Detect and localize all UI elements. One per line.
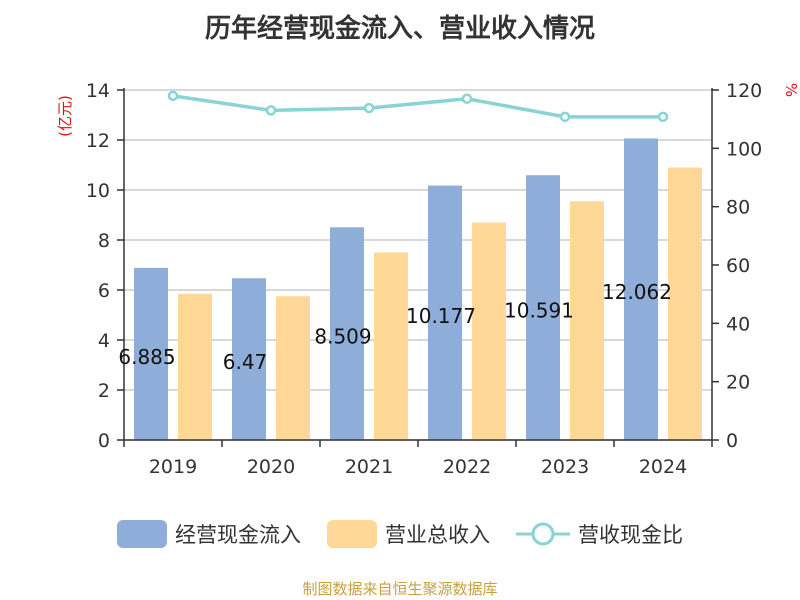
ratio-point (657, 111, 669, 123)
data-label-cash-inflow: 10.177 (406, 304, 476, 328)
y-left-tick-label: 0 (98, 430, 110, 452)
legend-label-ratio: 营收现金比 (578, 523, 683, 547)
y-left-tick-label: 10 (86, 180, 110, 202)
ratio-point (461, 93, 473, 104)
bar-revenue (374, 252, 408, 440)
bar-revenue (178, 293, 212, 440)
legend: 经营现金流入 营业总收入 营收现金比 (0, 516, 800, 552)
ratio-line (172, 94, 663, 119)
ratio-point (559, 111, 571, 123)
ratio-point (265, 105, 277, 116)
bar-revenue (276, 296, 310, 440)
gridlines (124, 89, 712, 441)
x-tick-label: 2021 (345, 456, 393, 478)
bar-cash-inflow (624, 138, 658, 440)
y-right-axis-unit: % (782, 83, 800, 97)
bar-cash-inflow (330, 227, 364, 440)
y-left-tick-label: 6 (98, 280, 110, 302)
legend-item-ratio[interactable]: 营收现金比 (516, 519, 683, 549)
bar-cash-inflow (134, 267, 168, 440)
bar-cash-inflow (526, 175, 560, 440)
y-left-tick-label: 8 (98, 230, 110, 252)
y-right-tick-label: 100 (726, 138, 762, 160)
legend-item-revenue[interactable]: 营业总收入 (327, 519, 490, 549)
y-right-tick-label: 80 (726, 197, 750, 219)
axes: 0 2 4 6 8 10 12 14 0 20 40 60 80 100 120 2019 2020 2021 20… (56, 80, 800, 478)
bar-cash-inflow (232, 278, 266, 440)
source-note: 制图数据来自恒生聚源数据库 (302, 580, 498, 598)
x-tick-label: 2024 (639, 456, 687, 478)
y-left-tick-label: 4 (98, 330, 110, 352)
ratio-line-series (167, 90, 669, 123)
data-label-cash-inflow: 6.885 (118, 345, 175, 369)
legend-item-cash-inflow[interactable]: 经营现金流入 (117, 519, 301, 549)
data-labels: 6.885 6.47 8.509 10.177 10.591 12.062 (118, 280, 672, 374)
y-right-tick-label: 40 (726, 313, 750, 335)
x-tick-label: 2023 (541, 456, 589, 478)
bar-revenue (472, 222, 506, 440)
ratio-point (363, 102, 375, 114)
legend-line-marker-icon (516, 522, 570, 546)
y-left-axis-unit: (亿元) (56, 95, 74, 137)
legend-swatch-cash-inflow (117, 520, 167, 548)
x-tick-label: 2020 (247, 456, 295, 478)
ratio-point (167, 90, 179, 102)
chart-canvas: 0 2 4 6 8 10 12 14 0 20 40 60 80 100 120 2019 2020 2021 20… (56, 80, 800, 478)
y-right-tick-label: 60 (726, 255, 750, 277)
data-label-cash-inflow: 10.591 (504, 299, 574, 323)
bar-series (134, 138, 702, 440)
data-label-cash-inflow: 12.062 (602, 280, 672, 304)
y-right-tick-label: 20 (726, 372, 750, 394)
bar-revenue (570, 201, 604, 440)
data-label-cash-inflow: 8.509 (314, 325, 371, 349)
legend-swatch-revenue (327, 520, 377, 548)
y-left-tick-label: 14 (86, 80, 110, 102)
chart-title: 历年经营现金流入、营业收入情况 (204, 14, 595, 44)
y-right-tick-label: 0 (726, 430, 738, 452)
legend-label-cash-inflow: 经营现金流入 (175, 523, 301, 547)
x-tick-label: 2022 (443, 456, 491, 478)
y-left-tick-label: 2 (98, 380, 110, 402)
y-right-tick-label: 120 (726, 80, 762, 102)
data-label-cash-inflow: 6.47 (223, 350, 268, 374)
bar-cash-inflow (428, 185, 462, 440)
y-left-tick-label: 12 (86, 130, 110, 152)
x-tick-label: 2019 (149, 456, 197, 478)
legend-label-revenue: 营业总收入 (385, 523, 490, 547)
bar-revenue (668, 167, 702, 440)
